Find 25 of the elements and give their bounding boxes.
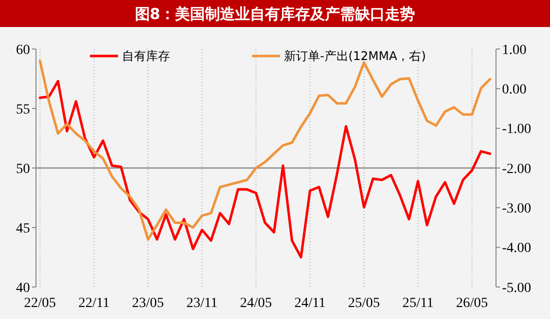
y2-tick-label: 0.00 <box>502 82 526 98</box>
y-tick-label: 45 <box>16 221 30 236</box>
y2-tick-label: -1.00 <box>502 122 532 138</box>
x-tick-label: 25/11 <box>402 296 434 311</box>
x-tick-label: 22/05 <box>24 296 56 311</box>
y2-tick-label: -2.00 <box>502 162 532 177</box>
legend-label: 新订单-产出(12MMA，右) <box>284 49 426 64</box>
y-tick-label: 60 <box>16 42 30 58</box>
x-tick-label: 24/05 <box>240 296 272 311</box>
y2-tick-label: -4.00 <box>502 241 532 256</box>
line-series <box>38 80 492 258</box>
x-tick-label: 22/11 <box>78 296 110 311</box>
x-tick-label: 26/05 <box>456 296 488 311</box>
y-tick-label: 50 <box>16 162 30 177</box>
y2-tick-label: -3.00 <box>502 202 532 217</box>
x-tick-label: 23/05 <box>132 296 164 311</box>
y2-tick-label: 1.00 <box>502 42 526 58</box>
x-tick-label: 23/11 <box>186 296 218 311</box>
legend-label: 自有库存 <box>122 49 170 64</box>
y2-tick-label: -5.00 <box>502 280 532 296</box>
y-tick-label: 55 <box>16 102 30 118</box>
y-tick-label: 40 <box>16 280 30 296</box>
chart-title: 图8：美国制造业自有库存及产需缺口走势 <box>134 5 416 23</box>
x-tick-label: 25/05 <box>348 296 380 311</box>
x-tick-label: 24/11 <box>294 296 326 311</box>
